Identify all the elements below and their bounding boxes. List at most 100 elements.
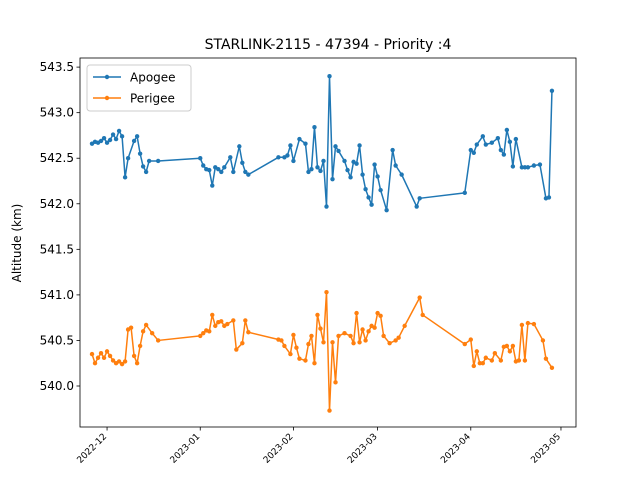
apogee-point [125,156,131,161]
apogee-point [246,172,251,177]
apogee-point [357,143,362,148]
perigee-point [543,356,549,361]
perigee-point [122,359,128,364]
apogee-point [309,166,314,172]
perigee-point [234,347,239,352]
perigee-point [492,351,498,356]
apogee-point [474,142,479,147]
perigee-series [89,289,555,413]
perigee-point [279,338,284,343]
apogee-point [417,196,422,201]
perigee-point [131,353,137,359]
apogee-point [318,168,323,174]
apogee-point [327,74,332,79]
perigee-point [149,330,155,336]
perigee-point [471,363,476,369]
apogee-point [354,161,359,166]
apogee-point [489,140,495,145]
apogee-point [363,187,368,192]
perigee-point [128,325,134,330]
apogee-point [471,150,476,155]
apogee-point [468,147,473,153]
perigee-point [107,353,113,359]
apogee-point [375,174,380,179]
perigee-point [396,335,401,340]
perigee-point [381,333,386,339]
perigee-point [101,355,107,360]
y-axis-label: Altitude (km) [10,204,24,283]
perigee-point [110,358,116,363]
perigee-point [315,312,320,318]
apogee-point [216,166,221,172]
apogee-point [483,142,489,147]
apogee-point [462,190,467,196]
apogee-point [297,136,302,142]
apogee-point [101,135,107,141]
perigee-point [89,351,95,357]
apogee-point [140,164,146,169]
perigee-point [393,338,398,343]
apogee-point [342,158,347,164]
perigee-point [507,349,513,354]
perigee-point [282,343,287,349]
perigee-point [240,340,245,346]
perigee-point [363,338,368,343]
perigee-point [210,312,215,318]
apogee-point [348,175,353,180]
apogee-point [315,165,320,170]
apogee-point [228,155,233,160]
perigee-point [219,319,224,324]
apogee-point [393,163,398,168]
perigee-point [312,361,317,366]
apogee-point [104,140,110,145]
apogee-point [116,128,122,134]
series-layer [89,74,555,413]
perigee-point [201,330,206,336]
perigee-point [291,332,296,338]
perigee-point [140,329,146,334]
apogee-point [549,88,555,94]
apogee-point [219,169,224,175]
apogee-point [330,176,335,182]
apogee-point [276,155,281,160]
y-tick-label: 543.0 [40,106,74,120]
y-tick-label: 543.5 [40,60,74,74]
perigee-point [297,356,302,361]
perigee-point [417,295,422,300]
legend-perigee-label: Perigee [130,92,175,106]
apogee-point [390,147,395,153]
apogee-point [384,207,389,213]
perigee-point [318,326,323,331]
apogee-point [366,195,371,200]
apogee-point [510,164,516,169]
perigee-point [489,358,495,363]
apogee-point [113,136,119,142]
perigee-point [375,310,380,316]
apogee-point [143,169,149,175]
perigee-point [480,361,486,366]
perigee-point [213,323,218,329]
legend: Apogee Perigee [86,64,192,112]
apogee-point [507,139,513,145]
apogee-point [345,167,350,173]
apogee-point [306,169,311,175]
plot-frame [79,57,577,428]
apogee-point [399,172,404,177]
perigee-point [330,340,335,345]
perigee-point [98,351,104,356]
apogee-point [210,183,215,188]
apogee-point [122,175,128,180]
apogee-point [303,141,308,146]
apogee-point [119,134,125,139]
perigee-point [504,343,510,349]
apogee-point [291,158,296,164]
perigee-point [549,365,555,370]
perigee-point [366,329,371,334]
perigee-point [207,329,212,334]
apogee-point [498,147,504,153]
perigee-point [387,340,392,346]
perigee-point [519,322,525,328]
apogee-point [288,143,293,148]
apogee-point [201,163,206,168]
